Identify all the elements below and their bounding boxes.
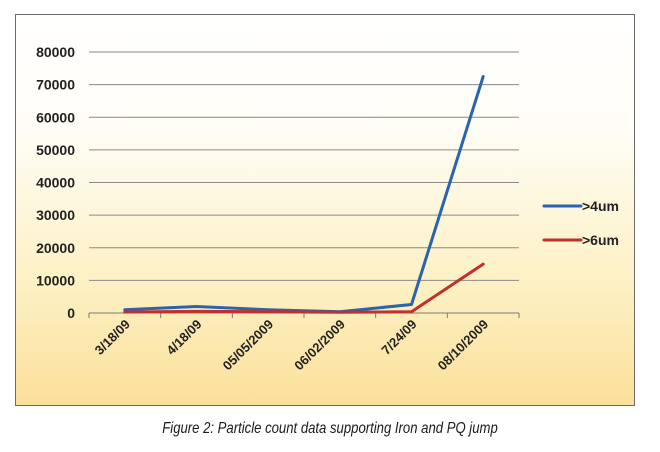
figure-caption: Figure 2: Particle count data supporting… (162, 420, 498, 437)
y-tick-label: 50000 (36, 142, 75, 158)
line-chart: 0 10000 20000 30000 40000 50000 60000 70000 8000… (36, 44, 619, 374)
y-tick-label: 10000 (36, 272, 75, 288)
y-tick-label: 70000 (36, 77, 75, 93)
chart-area: 0 10000 20000 30000 40000 50000 60000 70000 8000… (15, 14, 635, 406)
y-tick-label: 60000 (36, 109, 75, 125)
x-tick-label: 06/02/2009 (291, 317, 348, 374)
x-tick-label: 08/10/2009 (435, 317, 492, 374)
series-line (123, 75, 485, 314)
y-tick-label: 0 (67, 305, 75, 321)
x-tick-label: 05/05/2009 (220, 317, 277, 374)
x-tick-label: 3/18/09 (92, 317, 133, 358)
y-tick-label: 80000 (36, 44, 75, 60)
legend-label: >6um (582, 232, 619, 248)
x-tick-label: 7/24/09 (378, 317, 419, 358)
y-tick-label: 30000 (36, 207, 75, 223)
y-tick-label: 40000 (36, 175, 75, 191)
legend-label: >4um (582, 198, 619, 214)
y-tick-label: 20000 (36, 240, 75, 256)
x-tick-label: 4/18/09 (163, 317, 204, 358)
series-line (123, 262, 485, 314)
